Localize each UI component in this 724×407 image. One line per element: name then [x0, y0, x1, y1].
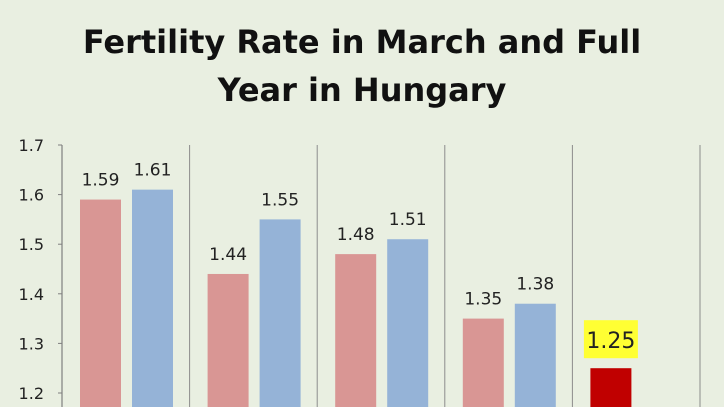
data-label: 1.59: [82, 171, 120, 191]
chart-title: Fertility Rate in March and Full Year in…: [82, 23, 642, 109]
bar: [80, 199, 121, 407]
data-label: 1.48: [337, 225, 375, 245]
y-tick-label: 1.7: [19, 136, 44, 155]
data-label: 1.61: [134, 161, 172, 181]
data-label: 1.38: [516, 275, 554, 295]
bar: [335, 254, 377, 407]
data-label: 1.51: [389, 210, 427, 230]
data-label: 1.35: [464, 290, 502, 310]
data-label: 1.44: [209, 245, 247, 265]
bar: [387, 239, 429, 407]
highlight-label-background: [583, 320, 638, 359]
bar: [207, 273, 249, 407]
bar: [132, 189, 173, 407]
y-tick-label: 1.4: [19, 285, 44, 304]
data-label: 1.55: [261, 190, 299, 210]
y-tick-label: 1.6: [19, 186, 44, 205]
y-tick-label: 1.2: [19, 384, 44, 403]
bar: [462, 318, 504, 407]
bar: [514, 303, 556, 407]
y-tick-label: 1.5: [19, 235, 44, 254]
y-tick-label: 1.3: [19, 334, 44, 353]
bar: [259, 219, 301, 407]
highlight-data-label: 1.25: [586, 329, 635, 354]
highlight-bar: [590, 368, 632, 407]
